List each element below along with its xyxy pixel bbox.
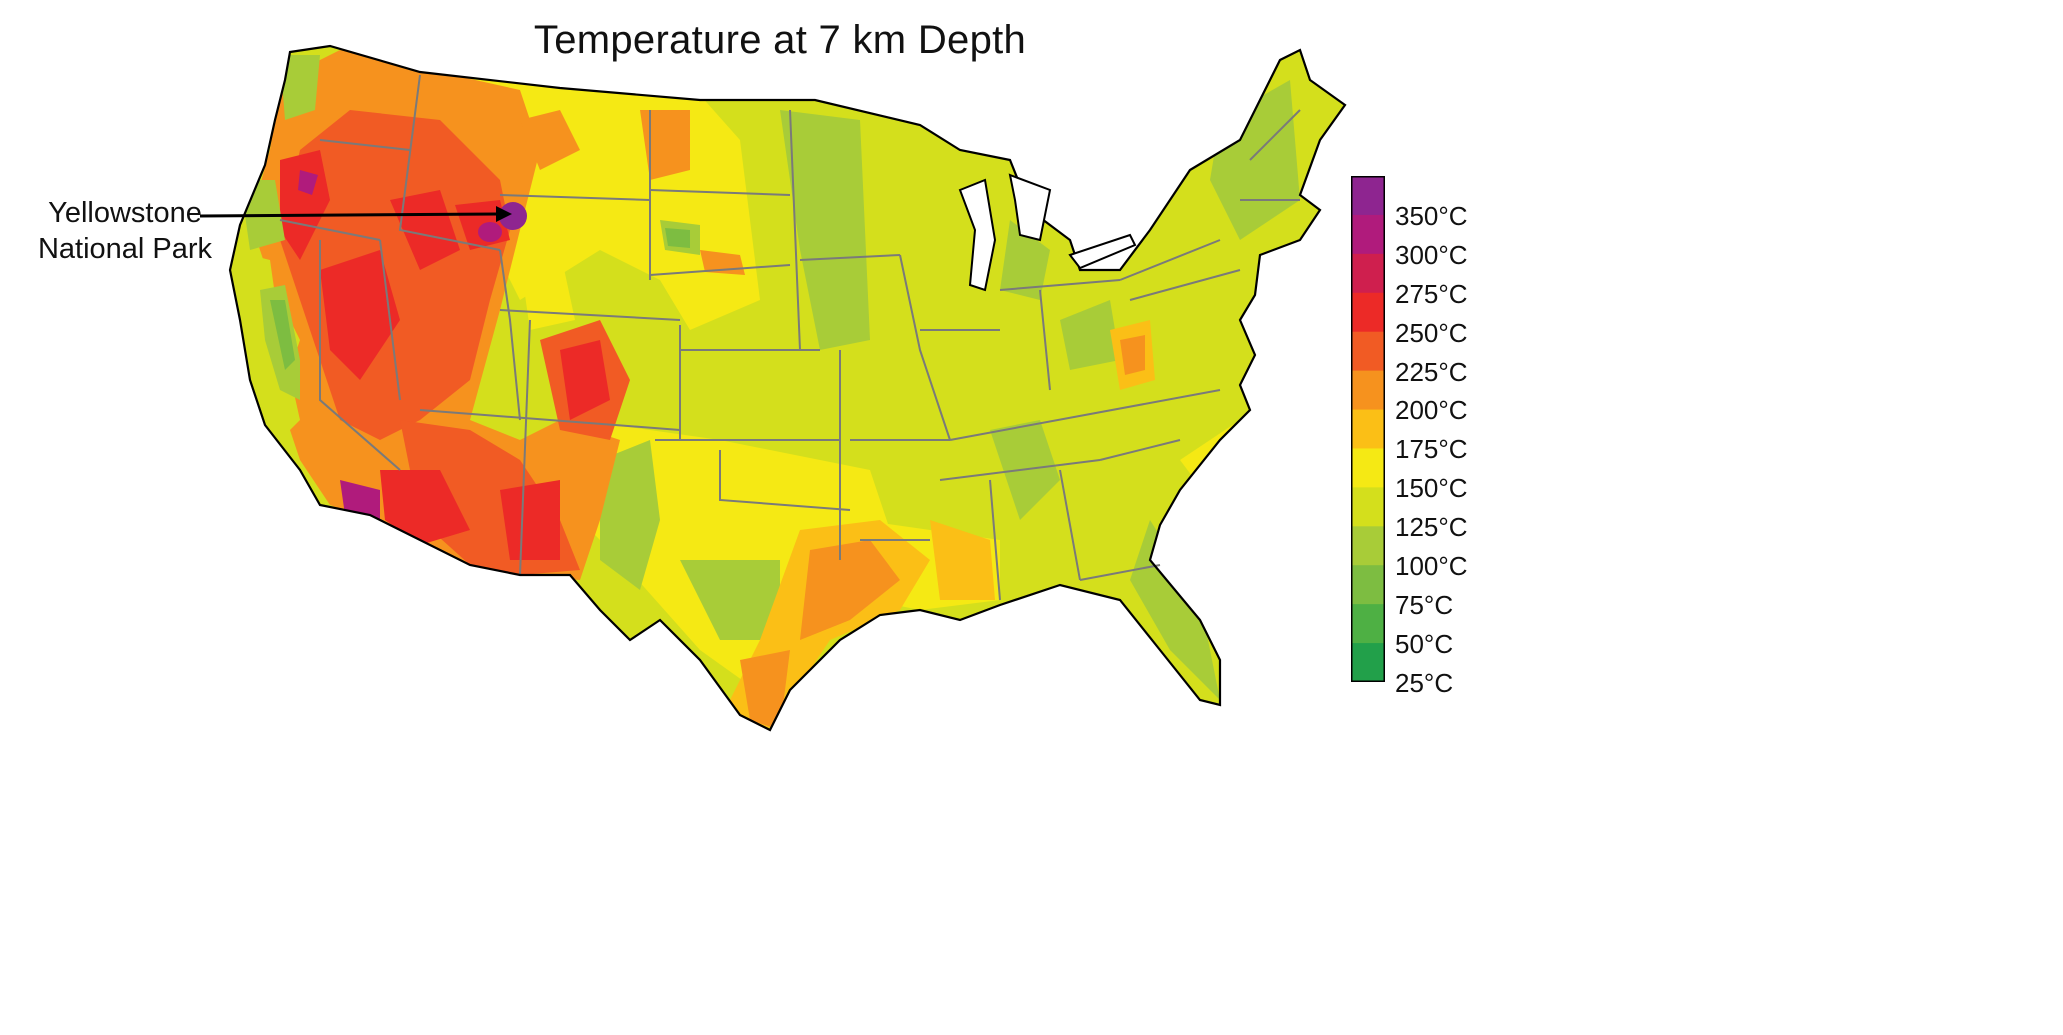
legend-swatch-1	[1351, 214, 1385, 255]
legend-labels: 350°C 300°C 275°C 250°C 225°C 200°C 175°…	[1395, 197, 1555, 703]
legend-swatch-7	[1351, 448, 1385, 488]
legend-swatch-4	[1351, 331, 1385, 372]
legend-label-250: 250°C	[1395, 317, 1468, 348]
legend-label-25: 25°C	[1395, 667, 1454, 698]
legend-label-350: 350°C	[1395, 201, 1468, 231]
legend-swatch-12	[1351, 643, 1385, 682]
yellowstone-arrowhead	[496, 206, 512, 222]
legend-swatches	[1351, 176, 1385, 682]
legend-swatch-8	[1351, 487, 1385, 527]
lake-huron	[1008, 173, 1052, 242]
legend-swatch-5	[1351, 370, 1385, 411]
legend-label-75: 75°C	[1395, 589, 1454, 620]
lake-erie	[1068, 233, 1137, 270]
map-title: Temperature at 7 km Depth	[533, 18, 1027, 62]
legend-label-275: 275°C	[1395, 278, 1468, 309]
legend-swatch-9	[1351, 526, 1385, 566]
lake-michigan	[958, 178, 997, 292]
yellowstone-callout: Yellowstone National Park	[30, 195, 220, 267]
legend-label-100: 100°C	[1395, 551, 1468, 582]
callout-line-2: National Park	[37, 233, 213, 265]
legend-swatch-0	[1351, 176, 1385, 216]
temperature-map	[199, 44, 1347, 732]
legend-label-175: 175°C	[1395, 434, 1468, 465]
legend-swatch-11	[1351, 604, 1385, 644]
legend-label-50: 50°C	[1395, 628, 1454, 659]
us-outline	[228, 44, 1347, 732]
legend-label-200: 200°C	[1395, 395, 1468, 426]
state-borders	[279, 74, 1301, 601]
legend-border	[1351, 176, 1385, 682]
legend-label-150: 150°C	[1395, 473, 1468, 504]
legend-label-225: 225°C	[1395, 356, 1468, 387]
color-legend-bar	[1351, 176, 1385, 682]
legend-swatch-3	[1351, 292, 1385, 333]
legend-swatch-2	[1351, 253, 1385, 294]
yellowstone-arrow-line	[199, 212, 499, 218]
legend-label-125: 125°C	[1395, 512, 1468, 543]
legend-label-300: 300°C	[1395, 239, 1468, 270]
legend-swatch-6	[1351, 409, 1385, 449]
callout-line-1: Yellowstone	[48, 197, 202, 229]
legend-swatch-10	[1351, 565, 1385, 605]
